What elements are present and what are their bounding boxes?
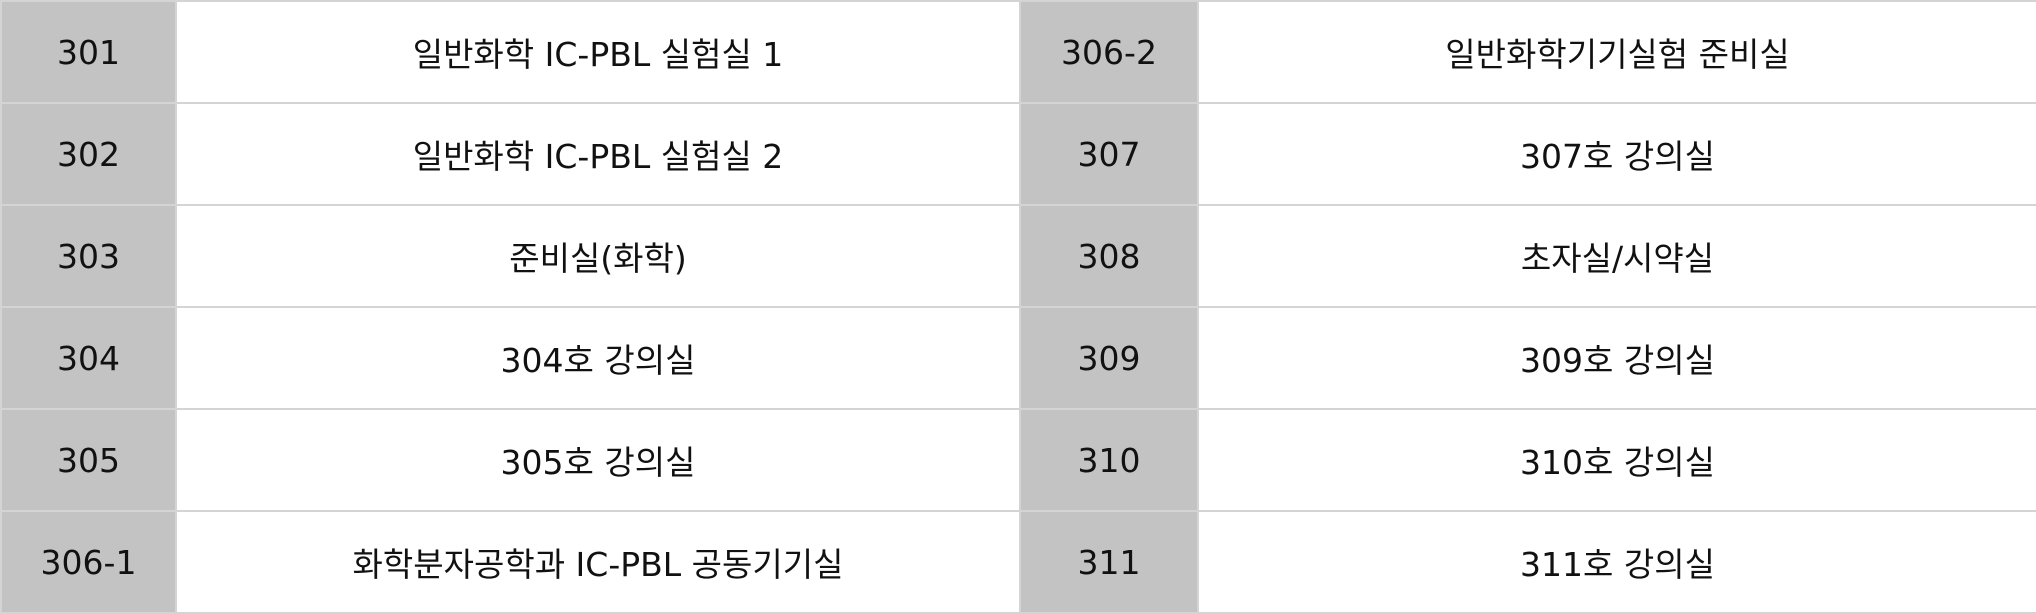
- room-name-cell: 일반화학기기실험 준비실: [1197, 0, 2036, 104]
- table-row: 305 305호 강의실 310 310호 강의실: [0, 408, 2036, 512]
- room-name-cell: 초자실/시약실: [1197, 204, 2036, 308]
- room-number-cell: 304: [0, 306, 177, 410]
- room-number-cell: 305: [0, 408, 177, 512]
- room-number-cell: 301: [0, 0, 177, 104]
- room-number-cell: 307: [1019, 102, 1199, 206]
- room-name-cell: 309호 강의실: [1197, 306, 2036, 410]
- room-number-cell: 311: [1019, 510, 1199, 614]
- room-name-cell: 304호 강의실: [175, 306, 1021, 410]
- table-row: 303 준비실(화학) 308 초자실/시약실: [0, 204, 2036, 308]
- table-row: 301 일반화학 IC-PBL 실험실 1 306-2 일반화학기기실험 준비실: [0, 0, 2036, 104]
- room-name-cell: 311호 강의실: [1197, 510, 2036, 614]
- table-row: 302 일반화학 IC-PBL 실험실 2 307 307호 강의실: [0, 102, 2036, 206]
- room-number-cell: 310: [1019, 408, 1199, 512]
- room-number-cell: 306-1: [0, 510, 177, 614]
- room-name-cell: 310호 강의실: [1197, 408, 2036, 512]
- table-row: 304 304호 강의실 309 309호 강의실: [0, 306, 2036, 410]
- room-number-cell: 306-2: [1019, 0, 1199, 104]
- room-number-cell: 303: [0, 204, 177, 308]
- room-name-cell: 일반화학 IC-PBL 실험실 2: [175, 102, 1021, 206]
- room-name-cell: 준비실(화학): [175, 204, 1021, 308]
- room-number-cell: 308: [1019, 204, 1199, 308]
- room-name-cell: 화학분자공학과 IC-PBL 공동기기실: [175, 510, 1021, 614]
- room-number-cell: 302: [0, 102, 177, 206]
- room-name-cell: 307호 강의실: [1197, 102, 2036, 206]
- table-row: 306-1 화학분자공학과 IC-PBL 공동기기실 311 311호 강의실: [0, 510, 2036, 614]
- room-name-cell: 일반화학 IC-PBL 실험실 1: [175, 0, 1021, 104]
- room-name-cell: 305호 강의실: [175, 408, 1021, 512]
- room-number-cell: 309: [1019, 306, 1199, 410]
